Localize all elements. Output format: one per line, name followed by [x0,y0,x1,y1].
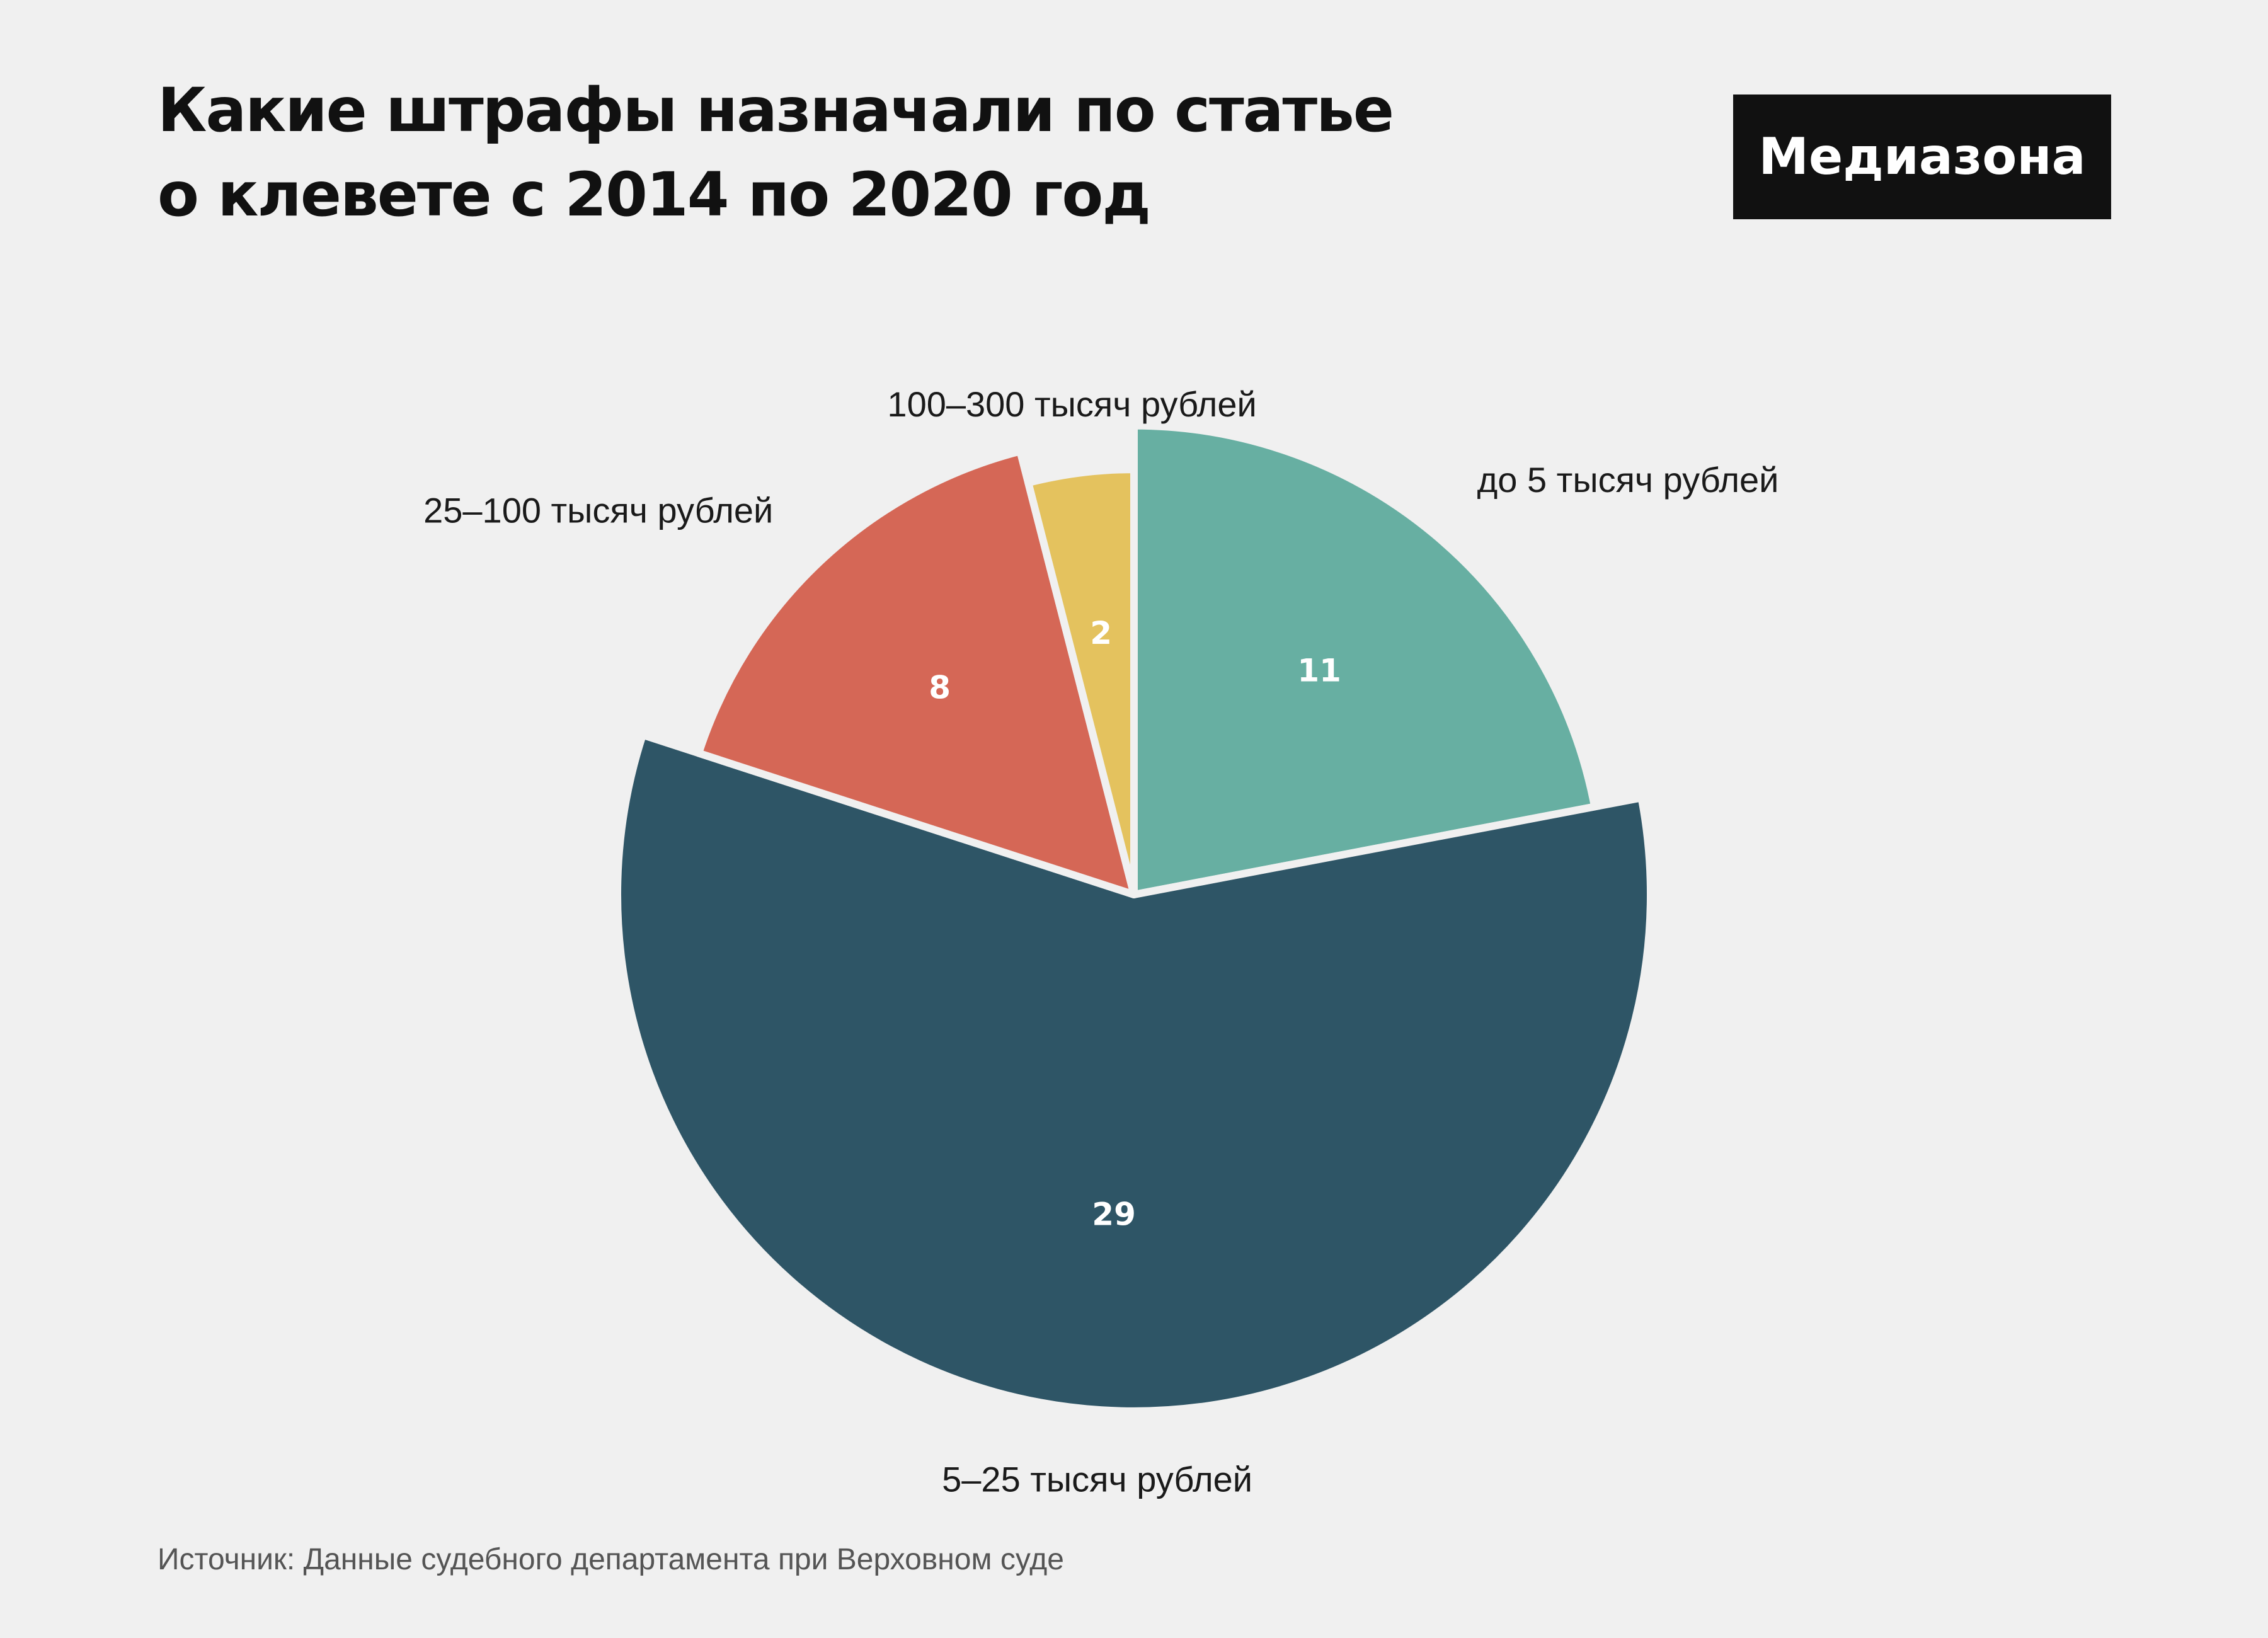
pie-value-label: 11 [1297,652,1341,689]
pie-value-label: 29 [1092,1196,1136,1232]
source-note: Источник: Данные судебного департамента … [158,1543,1064,1576]
chart-title: Какие штрафы назначали по статье о клеве… [158,68,1394,237]
pie-category-label: 25–100 тысяч рублей [423,491,773,530]
pie-slice-25-100-тысяч-рублей [695,447,1138,898]
chart-title-line-2: о клевете с 2014 по 2020 год [158,159,1151,230]
pie-slice-до-5-тысяч-рублей [1130,421,1599,898]
pie-slice-100-300-тысяч-рублей [1024,466,1138,898]
pie-category-label: до 5 тысяч рублей [1477,460,1779,500]
pie-category-label: 5–25 тысяч рублей [942,1460,1252,1499]
mediazona-logo: Медиазона [1733,94,2111,219]
pie-value-label: 2 [1090,615,1112,651]
chart-title-line-1: Какие штрафы назначали по статье [158,75,1394,146]
pie-category-label: 100–300 тысяч рублей [887,384,1256,424]
pie-slice-5-25-тысяч-рублей [614,731,1654,1415]
pie-value-label: 8 [929,670,951,706]
